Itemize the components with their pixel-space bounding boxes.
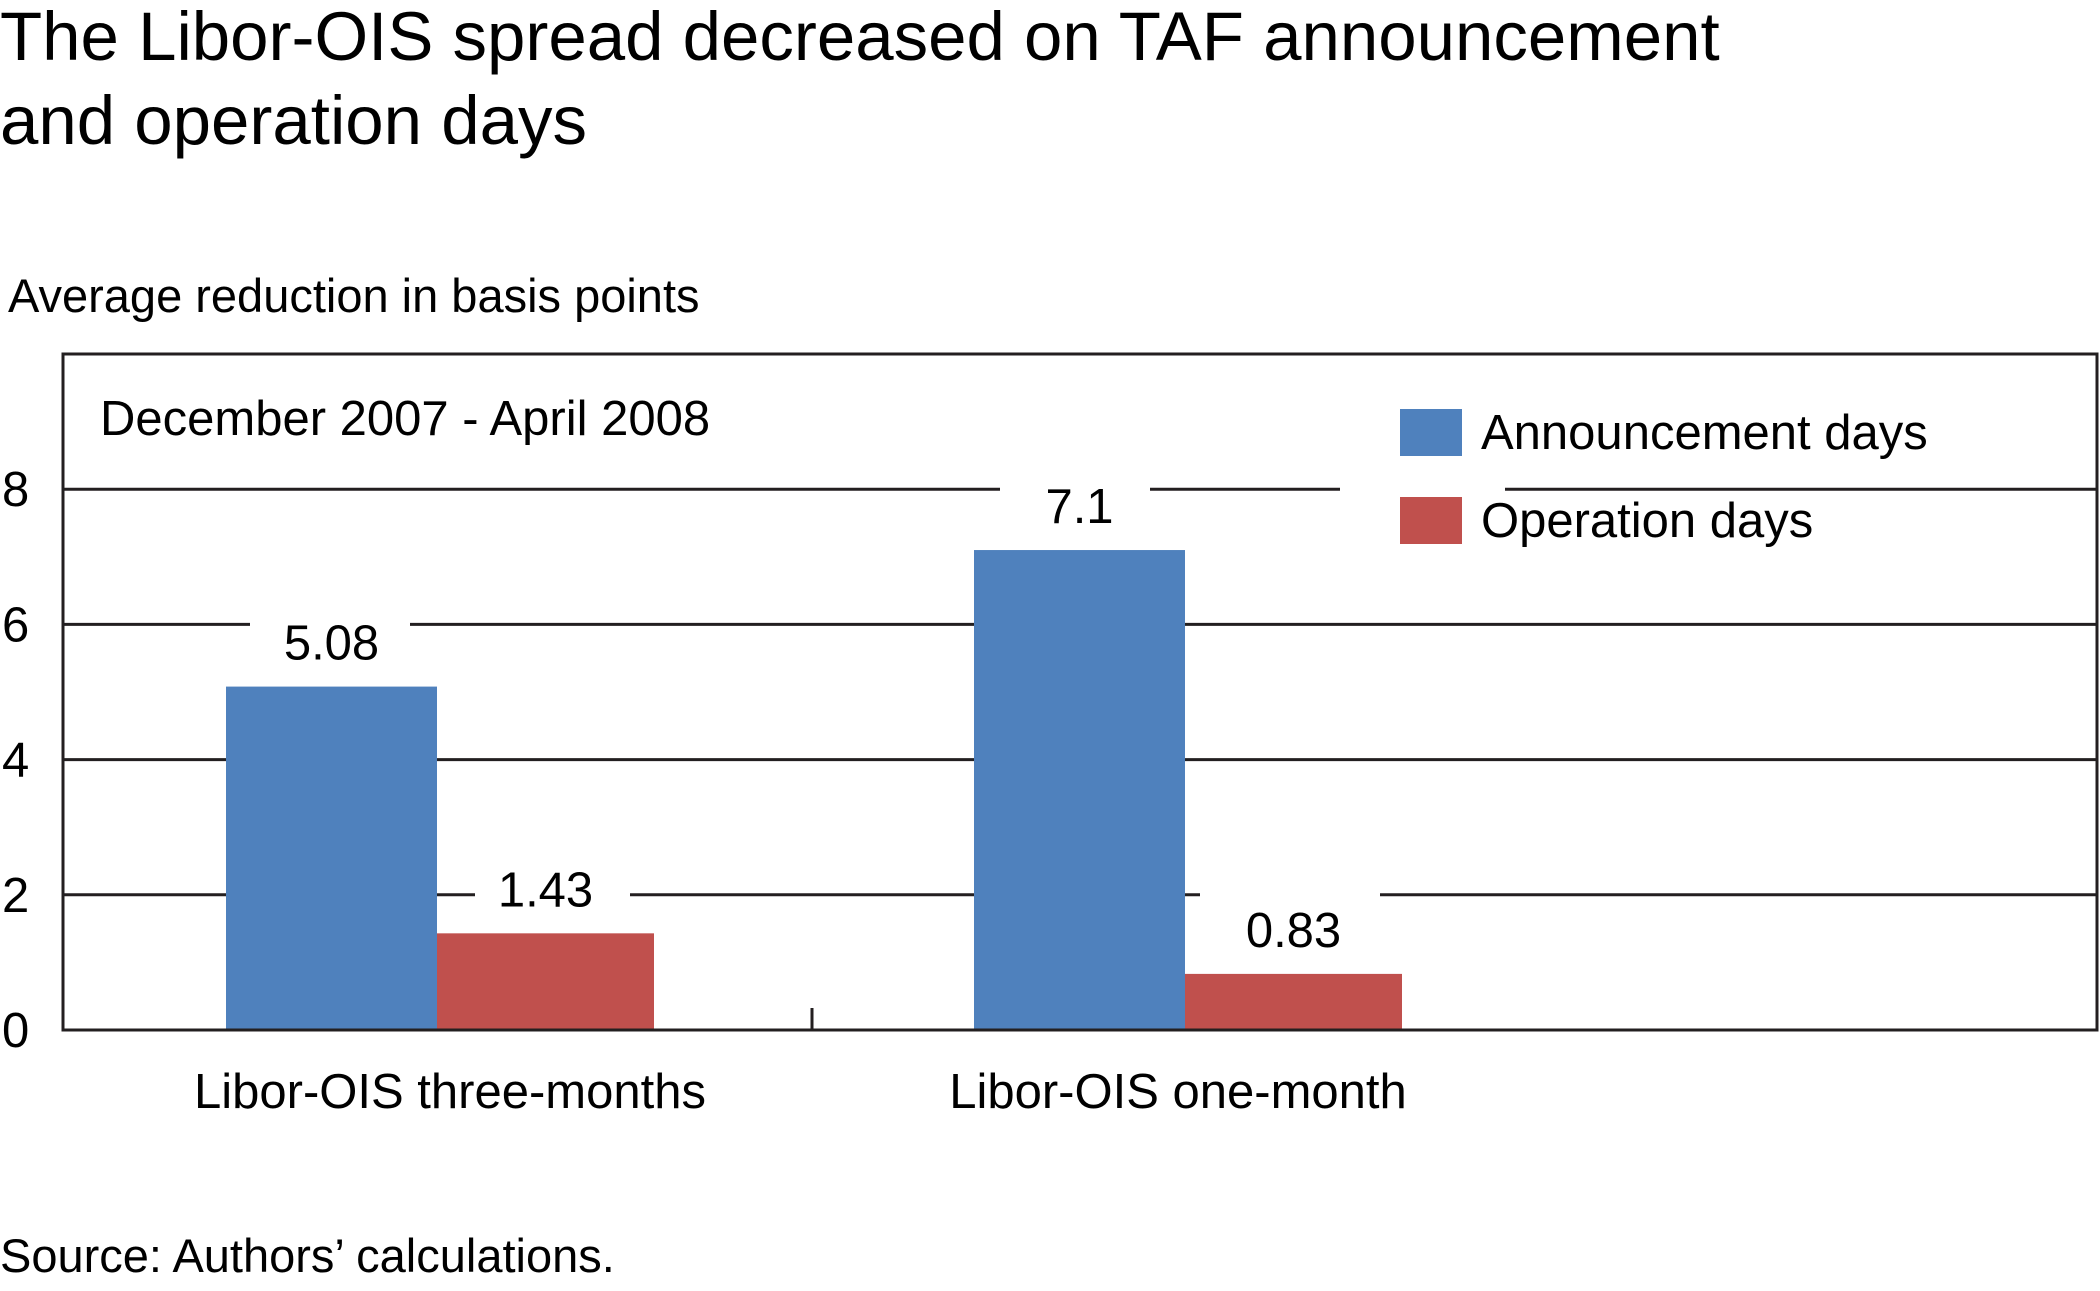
y-axis-label: Average reduction in basis points: [8, 269, 700, 322]
data-label-announcement-one-month: 7.1: [1045, 480, 1113, 534]
category-labels: Libor-OIS three-months Libor-OIS one-mont…: [194, 1065, 1407, 1119]
y-tick-label-6: 6: [2, 598, 29, 652]
legend-label-operation: Operation days: [1481, 494, 1813, 548]
category-label-three-months: Libor-OIS three-months: [194, 1065, 706, 1119]
bars: [226, 550, 1402, 1030]
legend-swatch-operation: [1400, 497, 1462, 544]
bar-operation-three-months: [437, 933, 654, 1030]
chart-title-line-2: and operation days: [0, 82, 587, 159]
legend: Announcement days Operation days: [1400, 406, 1928, 548]
y-tick-label-4: 4: [2, 734, 29, 788]
data-label-operation-three-months: 1.43: [498, 863, 593, 917]
bar-operation-one-month: [1185, 973, 1402, 1030]
bar-announcement-one-month: [974, 550, 1185, 1030]
data-labels: 5.08 1.43 7.1 0.83: [284, 480, 1341, 958]
x-axis: [63, 1008, 2097, 1032]
legend-swatch-announcement: [1400, 409, 1462, 456]
source-note: Source: Authors’ calculations.: [0, 1229, 615, 1282]
category-label-one-month: Libor-OIS one-month: [949, 1065, 1407, 1119]
y-tick-label-0: 0: [2, 1004, 29, 1058]
chart-subtitle: December 2007 - April 2008: [100, 392, 710, 446]
data-label-operation-one-month: 0.83: [1246, 904, 1341, 958]
y-axis-ticks: 0 2 4 6 8: [2, 463, 29, 1058]
legend-label-announcement: Announcement days: [1481, 406, 1928, 460]
y-tick-label-2: 2: [2, 869, 29, 923]
y-tick-label-8: 8: [2, 463, 29, 517]
data-label-announcement-three-months: 5.08: [284, 617, 379, 671]
bar-announcement-three-months: [226, 686, 437, 1030]
chart-title-line-1: The Libor-OIS spread decreased on TAF an…: [0, 0, 1720, 75]
